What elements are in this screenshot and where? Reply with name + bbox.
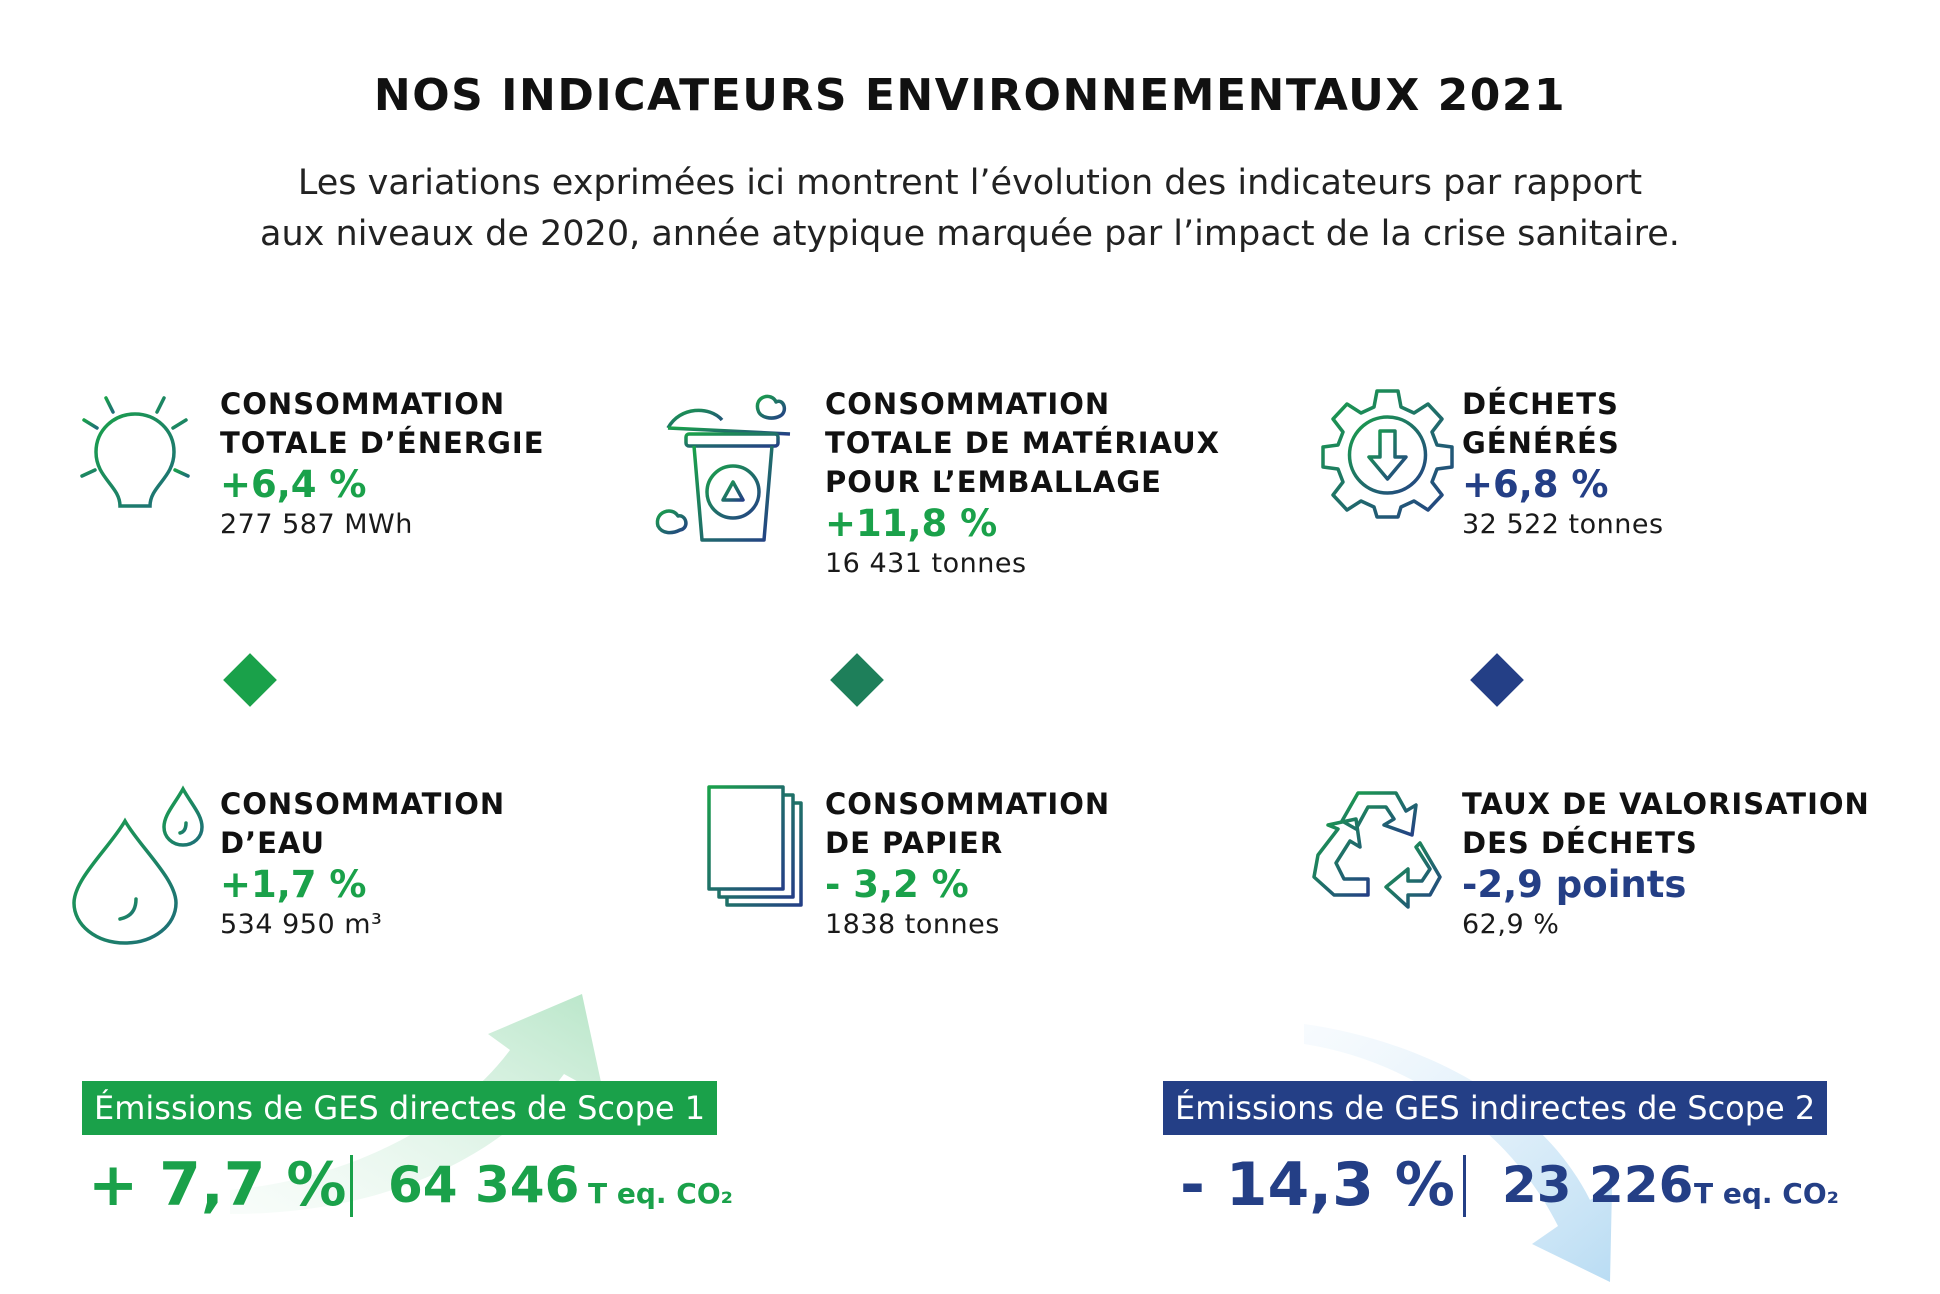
- scope1-label: Émissions de GES directes de Scope 1: [82, 1081, 718, 1135]
- water-drop-icon: [70, 785, 210, 949]
- page-subtitle: Les variations exprimées ici montrent l’…: [0, 158, 1940, 260]
- indicator-label: DE PAPIER: [825, 826, 1004, 860]
- timeline-marker: [830, 653, 884, 707]
- indicator-recycling-rate: TAUX DE VALORISATION DES DÉCHETS -2,9 po…: [1462, 785, 1870, 943]
- recycling-bin-icon: [650, 388, 800, 552]
- indicator-change: +1,7 %: [220, 863, 367, 906]
- indicator-value: 1838 tonnes: [825, 909, 1000, 940]
- indicator-change: +6,8 %: [1462, 463, 1609, 506]
- indicator-label: D’EAU: [220, 826, 325, 860]
- indicator-energy: CONSOMMATION TOTALE D’ÉNERGIE +6,4 % 277…: [220, 385, 545, 543]
- scope1-unit: T eq. CO₂: [588, 1177, 733, 1210]
- indicator-label: DÉCHETS: [1462, 387, 1619, 421]
- timeline-marker: [223, 653, 277, 707]
- scope2-value: 23 226: [1502, 1156, 1694, 1214]
- indicator-value: 277 587 MWh: [220, 509, 413, 540]
- paper-stack-icon: [705, 785, 805, 914]
- scope2-change: - 14,3 %: [1180, 1150, 1455, 1220]
- scope1-value: 64 346: [388, 1156, 580, 1214]
- indicator-value: 16 431 tonnes: [825, 548, 1027, 579]
- recycle-icon: [1308, 785, 1448, 919]
- scope1-separator: [350, 1155, 353, 1217]
- indicator-label: GÉNÉRÉS: [1462, 426, 1620, 460]
- page-title: NOS INDICATEURS ENVIRONNEMENTAUX 2021: [373, 70, 1567, 121]
- scope2-unit: T eq. CO₂: [1694, 1177, 1839, 1210]
- gear-arrow-icon: [1320, 385, 1455, 524]
- indicator-label: TOTALE DE MATÉRIAUX: [825, 426, 1220, 460]
- indicator-label: TOTALE D’ÉNERGIE: [220, 426, 545, 460]
- indicator-value: 62,9 %: [1462, 909, 1560, 940]
- indicator-change: +11,8 %: [825, 502, 998, 545]
- subtitle-line-1: Les variations exprimées ici montrent l’…: [297, 163, 1643, 203]
- timeline-divider: [70, 650, 1890, 714]
- indicator-label: DES DÉCHETS: [1462, 826, 1698, 860]
- scope2-separator: [1463, 1155, 1466, 1217]
- trend-down-arrow-icon: [1300, 1020, 1680, 1294]
- indicator-label: CONSOMMATION: [825, 387, 1111, 421]
- indicator-change: -2,9 points: [1462, 863, 1687, 906]
- indicator-waste: DÉCHETS GÉNÉRÉS +6,8 % 32 522 tonnes: [1462, 385, 1664, 543]
- lightbulb-icon: [70, 388, 200, 552]
- indicator-value: 534 950 m³: [220, 909, 383, 940]
- indicator-label: CONSOMMATION: [220, 387, 506, 421]
- indicator-change: - 3,2 %: [825, 863, 969, 906]
- indicator-label: CONSOMMATION: [220, 787, 506, 821]
- trend-up-arrow-icon: [220, 990, 620, 1224]
- indicator-label: TAUX DE VALORISATION: [1462, 787, 1870, 821]
- indicator-label: POUR L’EMBALLAGE: [825, 465, 1162, 499]
- indicator-water: CONSOMMATION D’EAU +1,7 % 534 950 m³: [220, 785, 505, 943]
- subtitle-line-2: aux niveaux de 2020, année atypique marq…: [260, 214, 1680, 254]
- indicator-packaging: CONSOMMATION TOTALE DE MATÉRIAUX POUR L’…: [825, 385, 1220, 582]
- indicator-value: 32 522 tonnes: [1462, 509, 1664, 540]
- timeline-marker: [1470, 653, 1524, 707]
- indicator-change: +6,4 %: [220, 463, 367, 506]
- scope2-label: Émissions de GES indirectes de Scope 2: [1163, 1081, 1828, 1135]
- indicator-label: CONSOMMATION: [825, 787, 1111, 821]
- indicator-paper: CONSOMMATION DE PAPIER - 3,2 % 1838 tonn…: [825, 785, 1110, 943]
- scope1-change: + 7,7 %: [88, 1150, 347, 1220]
